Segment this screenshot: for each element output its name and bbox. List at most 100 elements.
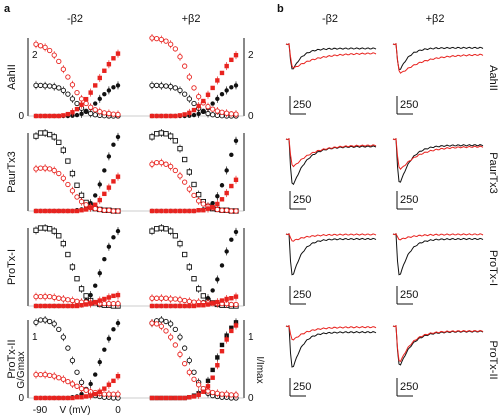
data-point xyxy=(219,91,225,97)
data-point xyxy=(219,70,225,76)
data-point xyxy=(92,206,98,212)
data-point xyxy=(182,251,188,258)
data-point xyxy=(78,96,85,102)
data-point xyxy=(182,345,188,351)
data-point xyxy=(83,394,89,399)
data-point xyxy=(37,43,44,49)
data-point xyxy=(97,298,102,303)
data-point xyxy=(154,395,159,401)
scale-bar-label: 250 xyxy=(400,194,418,206)
data-point xyxy=(42,293,48,300)
data-point xyxy=(111,56,116,61)
data-point xyxy=(233,323,239,328)
data-point xyxy=(88,301,93,306)
trace-toxin-label: ProTx-I xyxy=(487,250,499,286)
data-point xyxy=(61,303,66,309)
data-point xyxy=(191,181,197,188)
data-point xyxy=(172,233,178,239)
data-point xyxy=(158,130,164,136)
data-point xyxy=(60,376,66,382)
control-trace xyxy=(392,232,484,276)
data-point xyxy=(186,298,192,304)
data-point xyxy=(111,378,116,384)
data-point xyxy=(177,145,183,152)
series-1-3 xyxy=(149,292,239,309)
data-point xyxy=(168,84,174,90)
data-point xyxy=(187,395,192,400)
data-point xyxy=(111,327,116,332)
series-0-3 xyxy=(33,372,121,401)
data-point xyxy=(201,303,206,308)
toxin-label: ProTx-I xyxy=(6,249,18,285)
data-point xyxy=(37,165,44,171)
data-point xyxy=(159,303,164,309)
data-point xyxy=(65,158,71,164)
data-point xyxy=(74,369,80,375)
data-point xyxy=(70,110,75,115)
data-point xyxy=(205,378,211,384)
data-point xyxy=(196,286,202,292)
data-point xyxy=(191,276,197,282)
data-point xyxy=(224,88,229,93)
data-point xyxy=(79,111,84,117)
data-point xyxy=(74,112,80,118)
series-0-3 xyxy=(33,49,121,119)
data-point xyxy=(37,371,44,378)
data-point xyxy=(56,303,61,309)
data-point xyxy=(177,208,183,214)
data-point xyxy=(182,361,188,367)
data-point xyxy=(106,154,112,159)
data-point xyxy=(65,181,71,188)
data-point xyxy=(56,395,61,401)
data-point xyxy=(205,384,211,389)
data-point xyxy=(196,111,201,117)
data-point xyxy=(78,379,85,386)
data-point xyxy=(177,297,183,303)
data-point xyxy=(56,233,62,239)
right-tick-top: 2 xyxy=(248,50,254,61)
series-1-0 xyxy=(149,316,239,401)
data-point xyxy=(191,394,197,399)
data-point xyxy=(78,286,85,292)
scale-bar-label: 250 xyxy=(293,289,311,301)
trace-panel-0: 250 xyxy=(285,232,377,305)
data-point xyxy=(111,179,116,184)
series-1-3 xyxy=(149,175,239,214)
data-point xyxy=(229,296,234,301)
data-point xyxy=(205,103,211,110)
control-trace xyxy=(392,324,484,366)
data-point xyxy=(154,226,160,232)
data-point xyxy=(173,395,178,401)
data-point xyxy=(52,113,57,119)
toxin-label: PaurTx3 xyxy=(6,151,18,193)
data-point xyxy=(163,131,169,137)
data-point xyxy=(65,395,71,401)
data-point xyxy=(51,134,57,140)
data-point xyxy=(210,112,216,118)
trace-panel-1: 250 xyxy=(392,232,484,305)
series-1-2 xyxy=(149,34,239,119)
series-1-1 xyxy=(149,227,239,309)
toxin-label: AahII xyxy=(6,64,18,90)
data-point xyxy=(196,191,202,198)
data-point xyxy=(33,293,39,300)
data-point xyxy=(74,100,80,107)
data-point xyxy=(38,303,43,309)
data-point xyxy=(149,134,155,140)
data-point xyxy=(102,168,107,173)
data-point xyxy=(52,395,57,401)
data-point xyxy=(38,208,43,214)
data-point xyxy=(42,113,48,119)
data-point xyxy=(233,111,239,117)
right-y-axis-title: I/Imax xyxy=(254,356,265,383)
data-point xyxy=(38,395,43,401)
trace-panel-0: 250 xyxy=(285,137,377,210)
trace-toxin-label: PaurTx3 xyxy=(487,152,499,194)
data-point xyxy=(158,317,164,323)
series-1-3 xyxy=(149,321,239,401)
data-point xyxy=(191,208,197,214)
data-point xyxy=(187,208,192,214)
data-point xyxy=(196,103,201,109)
control-trace xyxy=(392,43,484,71)
scale-bar-label: 250 xyxy=(293,99,311,111)
